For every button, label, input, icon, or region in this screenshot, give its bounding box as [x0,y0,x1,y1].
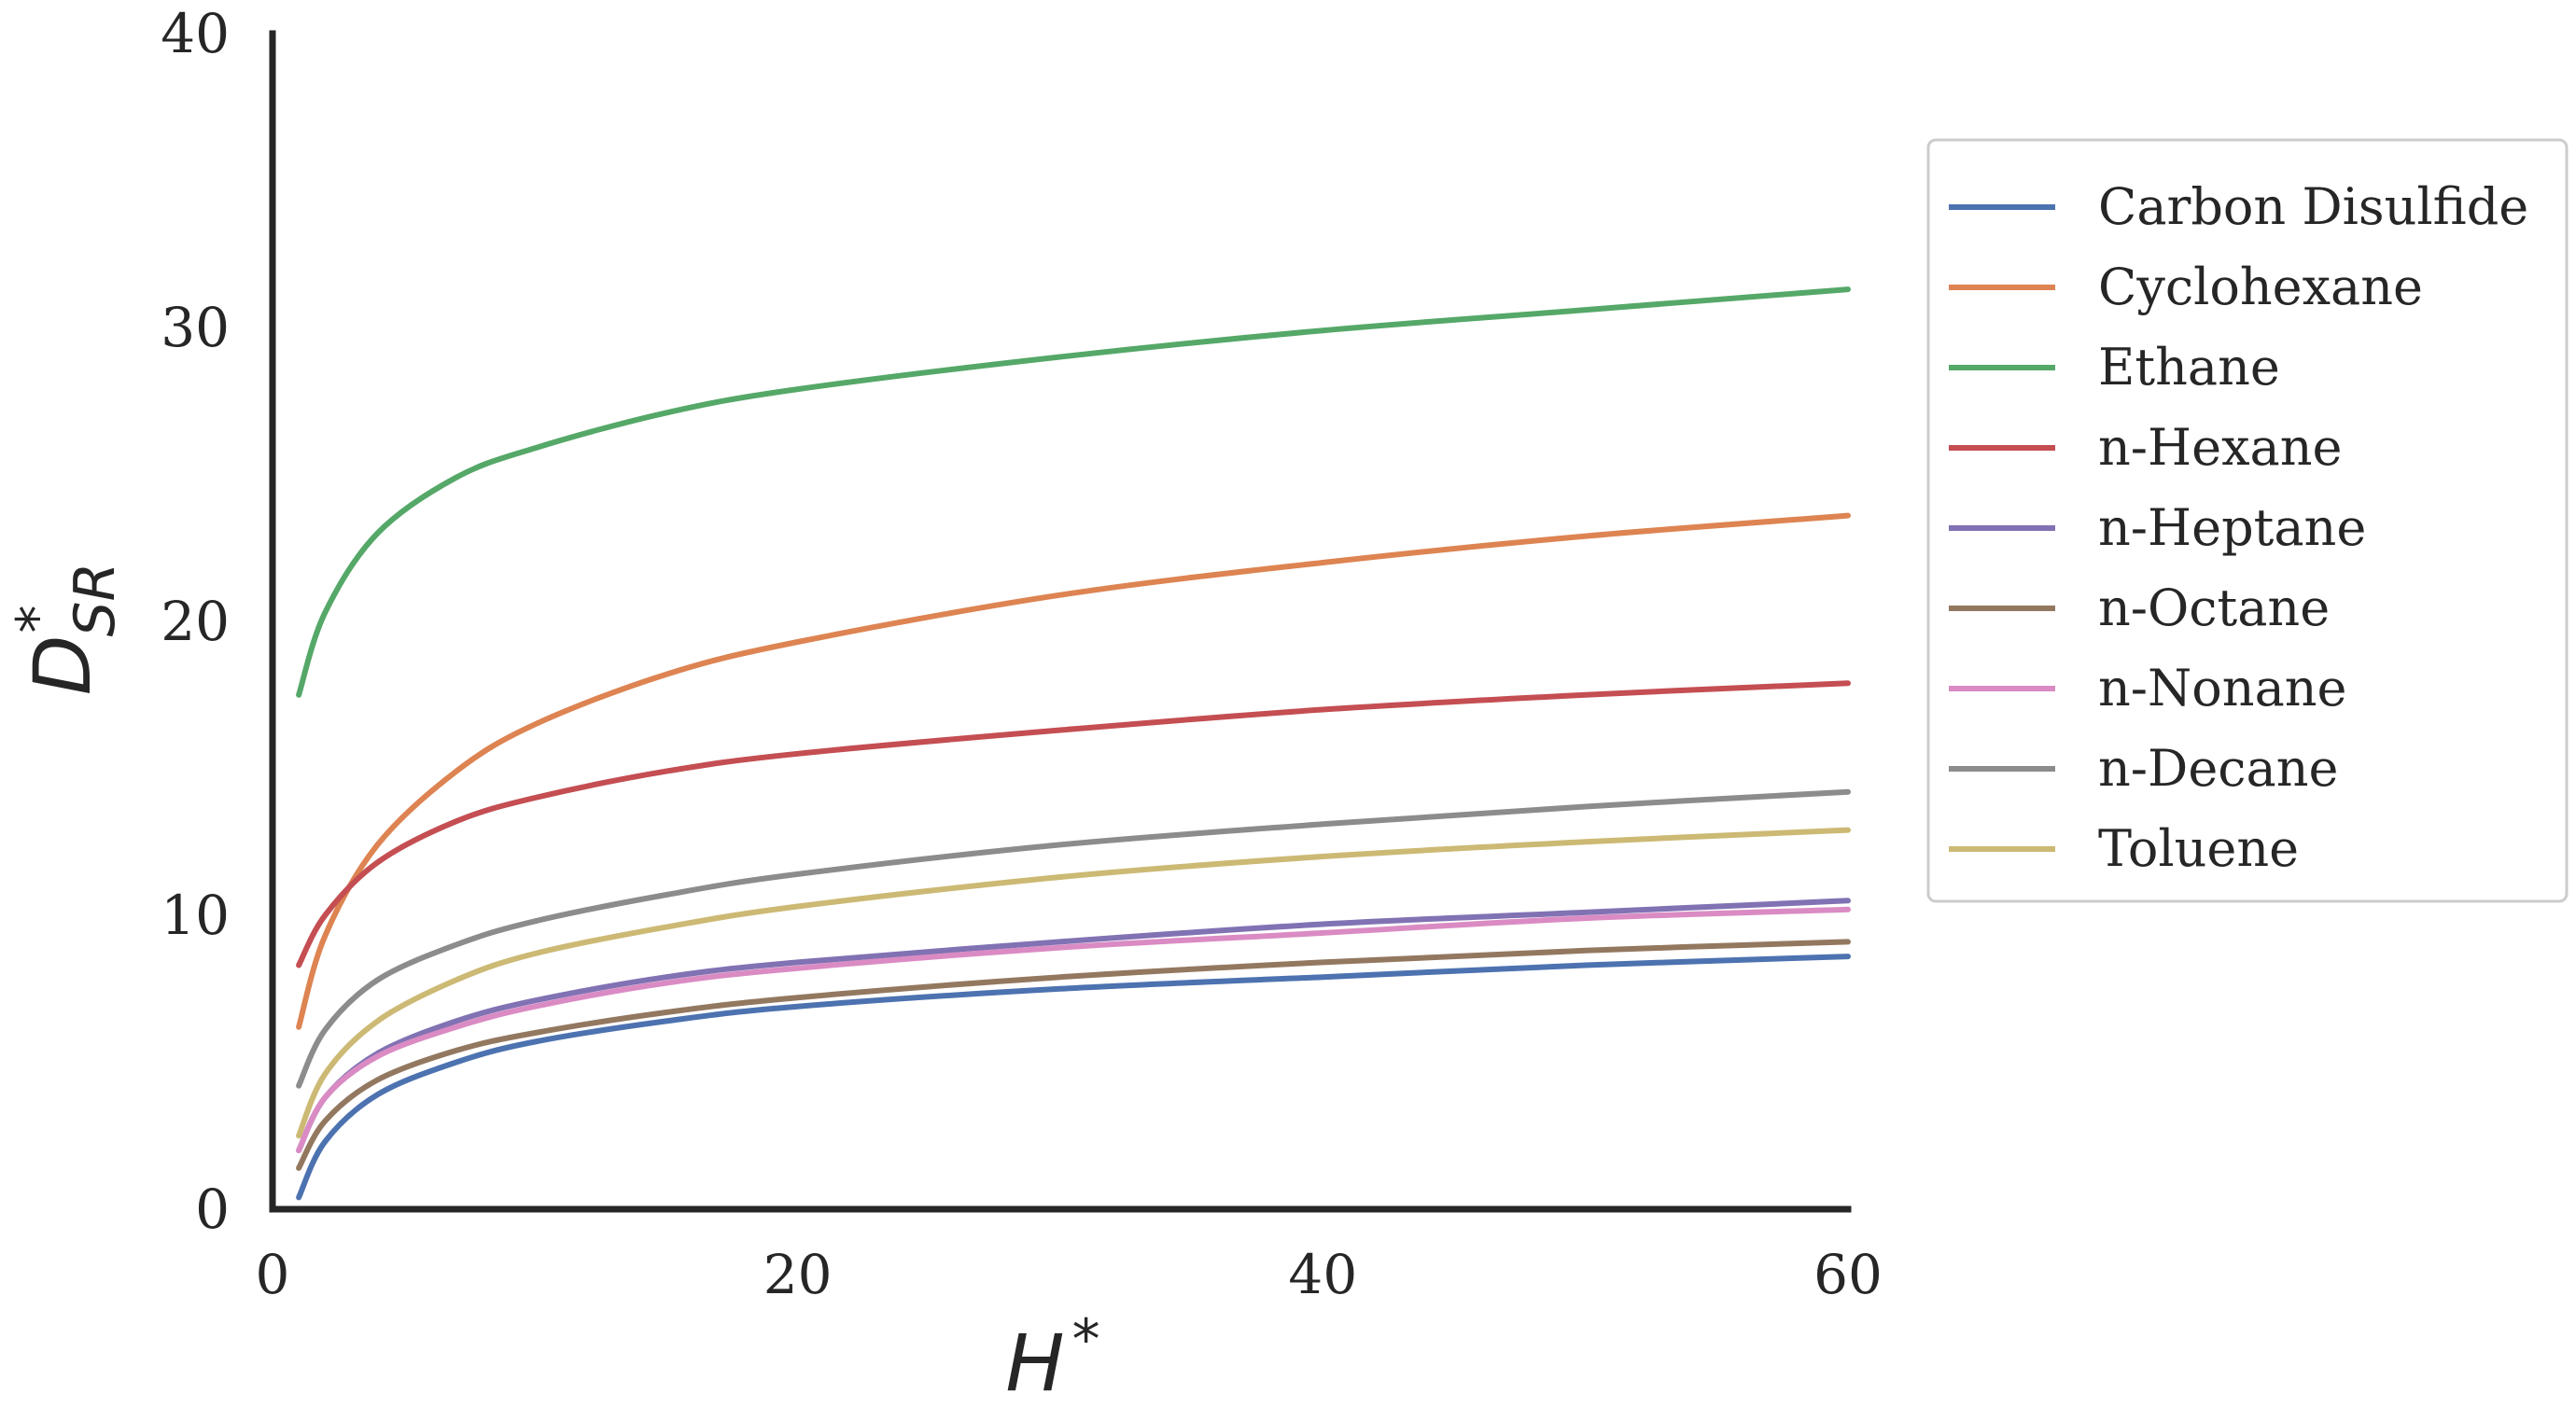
axes [269,30,1852,1213]
legend-frame [1926,138,2569,903]
series-line-n-nonane [296,906,1851,1153]
y-tick-labels: 0 10 20 30 40 [161,2,230,1241]
y-axis-title-sub: SR [63,563,128,637]
series-layer [296,286,1851,1201]
x-axis-title-base: H [1005,1317,1064,1407]
legend-label-n-octane: n-Octane [2098,578,2330,637]
y-tick-label: 30 [161,296,230,359]
y-axis-title-base: D [17,635,108,696]
legend-items: Carbon Disulfide Cyclohexane Ethane n-Hexan… [1949,177,2528,878]
x-axis-title: H * [1005,1307,1099,1407]
y-tick-label: 20 [161,590,230,653]
x-tick-label: 40 [1288,1243,1357,1306]
y-axis-title: D*SR [5,563,128,695]
y-tick-label: 40 [161,2,230,65]
series-line-n-hexane [296,680,1851,968]
series-line-n-octane [296,939,1851,1171]
legend-label-n-nonane: n-Nonane [2098,659,2347,717]
x-tick-label: 0 [256,1243,290,1306]
series-line-cyclohexane [296,512,1851,1030]
legend-label-n-heptane: n-Heptane [2098,498,2366,557]
x-tick-labels: 0 20 40 60 [256,1243,1883,1306]
series-line-n-decane [296,788,1851,1089]
series-line-ethane [296,286,1851,698]
y-axis-title-sup: * [5,606,70,634]
legend-label-cyclohexane: Cyclohexane [2098,258,2423,316]
x-tick-label: 60 [1813,1243,1883,1306]
y-tick-label: 10 [161,884,230,947]
legend-label-ethane: Ethane [2098,338,2280,397]
legend: Carbon Disulfide Cyclohexane Ethane n-Hexan… [1926,138,2569,903]
y-tick-label: 0 [195,1177,230,1241]
legend-label-toluene: Toluene [2098,819,2299,878]
legend-label-carbon-disulfide: Carbon Disulfide [2098,177,2528,236]
legend-label-n-hexane: n-Hexane [2098,418,2342,477]
legend-label-n-decane: n-Decane [2098,739,2338,798]
x-axis-title-sup: * [1072,1307,1100,1372]
series-line-n-heptane [296,898,1851,1153]
x-tick-label: 20 [763,1243,833,1306]
series-line-toluene [296,827,1851,1139]
series-line-carbon-disulfide [296,954,1851,1201]
